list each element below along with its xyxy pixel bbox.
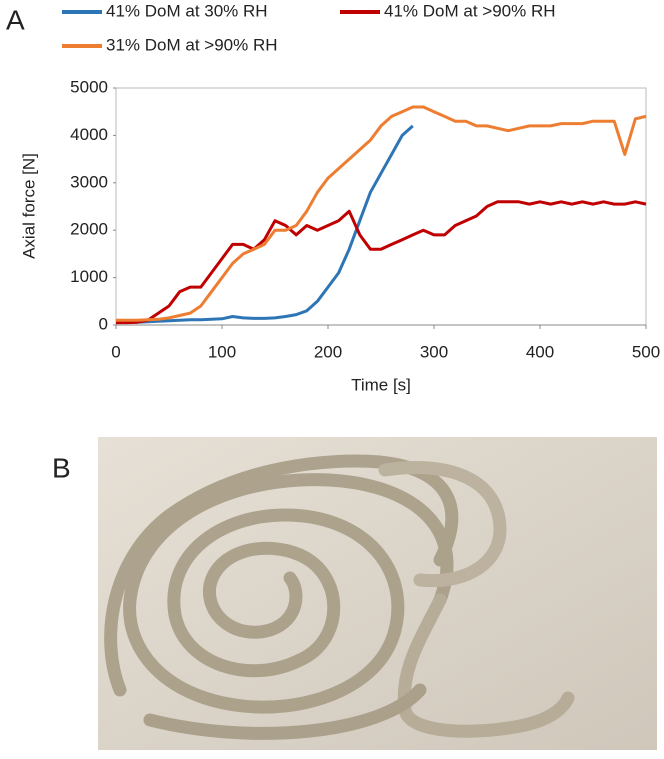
line-series xyxy=(116,200,647,325)
line-series xyxy=(116,105,647,322)
y-tick-label: 1000 xyxy=(70,267,108,286)
legend-label: 31% DoM at >90% RH xyxy=(106,35,278,54)
y-tick-label: 2000 xyxy=(70,220,108,239)
panel-label: B xyxy=(52,452,71,483)
photo xyxy=(98,437,657,750)
x-tick-label: 500 xyxy=(632,342,660,361)
y-tick-label: 5000 xyxy=(70,77,108,96)
y-tick-label: 4000 xyxy=(70,125,108,144)
y-tick-label: 3000 xyxy=(70,172,108,191)
x-tick-label: 100 xyxy=(208,342,236,361)
legend-label: 41% DoM at >90% RH xyxy=(384,1,556,20)
x-tick-label: 300 xyxy=(420,342,448,361)
x-tick-label: 400 xyxy=(526,342,554,361)
line-series xyxy=(115,124,414,325)
panel-label: A xyxy=(6,4,25,35)
y-tick-label: 0 xyxy=(99,314,108,333)
legend-label: 41% DoM at 30% RH xyxy=(106,1,268,20)
x-tick-label: 0 xyxy=(111,342,120,361)
y-axis-title: Axial force [N] xyxy=(19,153,38,259)
x-tick-label: 200 xyxy=(314,342,342,361)
x-axis-title: Time [s] xyxy=(351,375,411,394)
